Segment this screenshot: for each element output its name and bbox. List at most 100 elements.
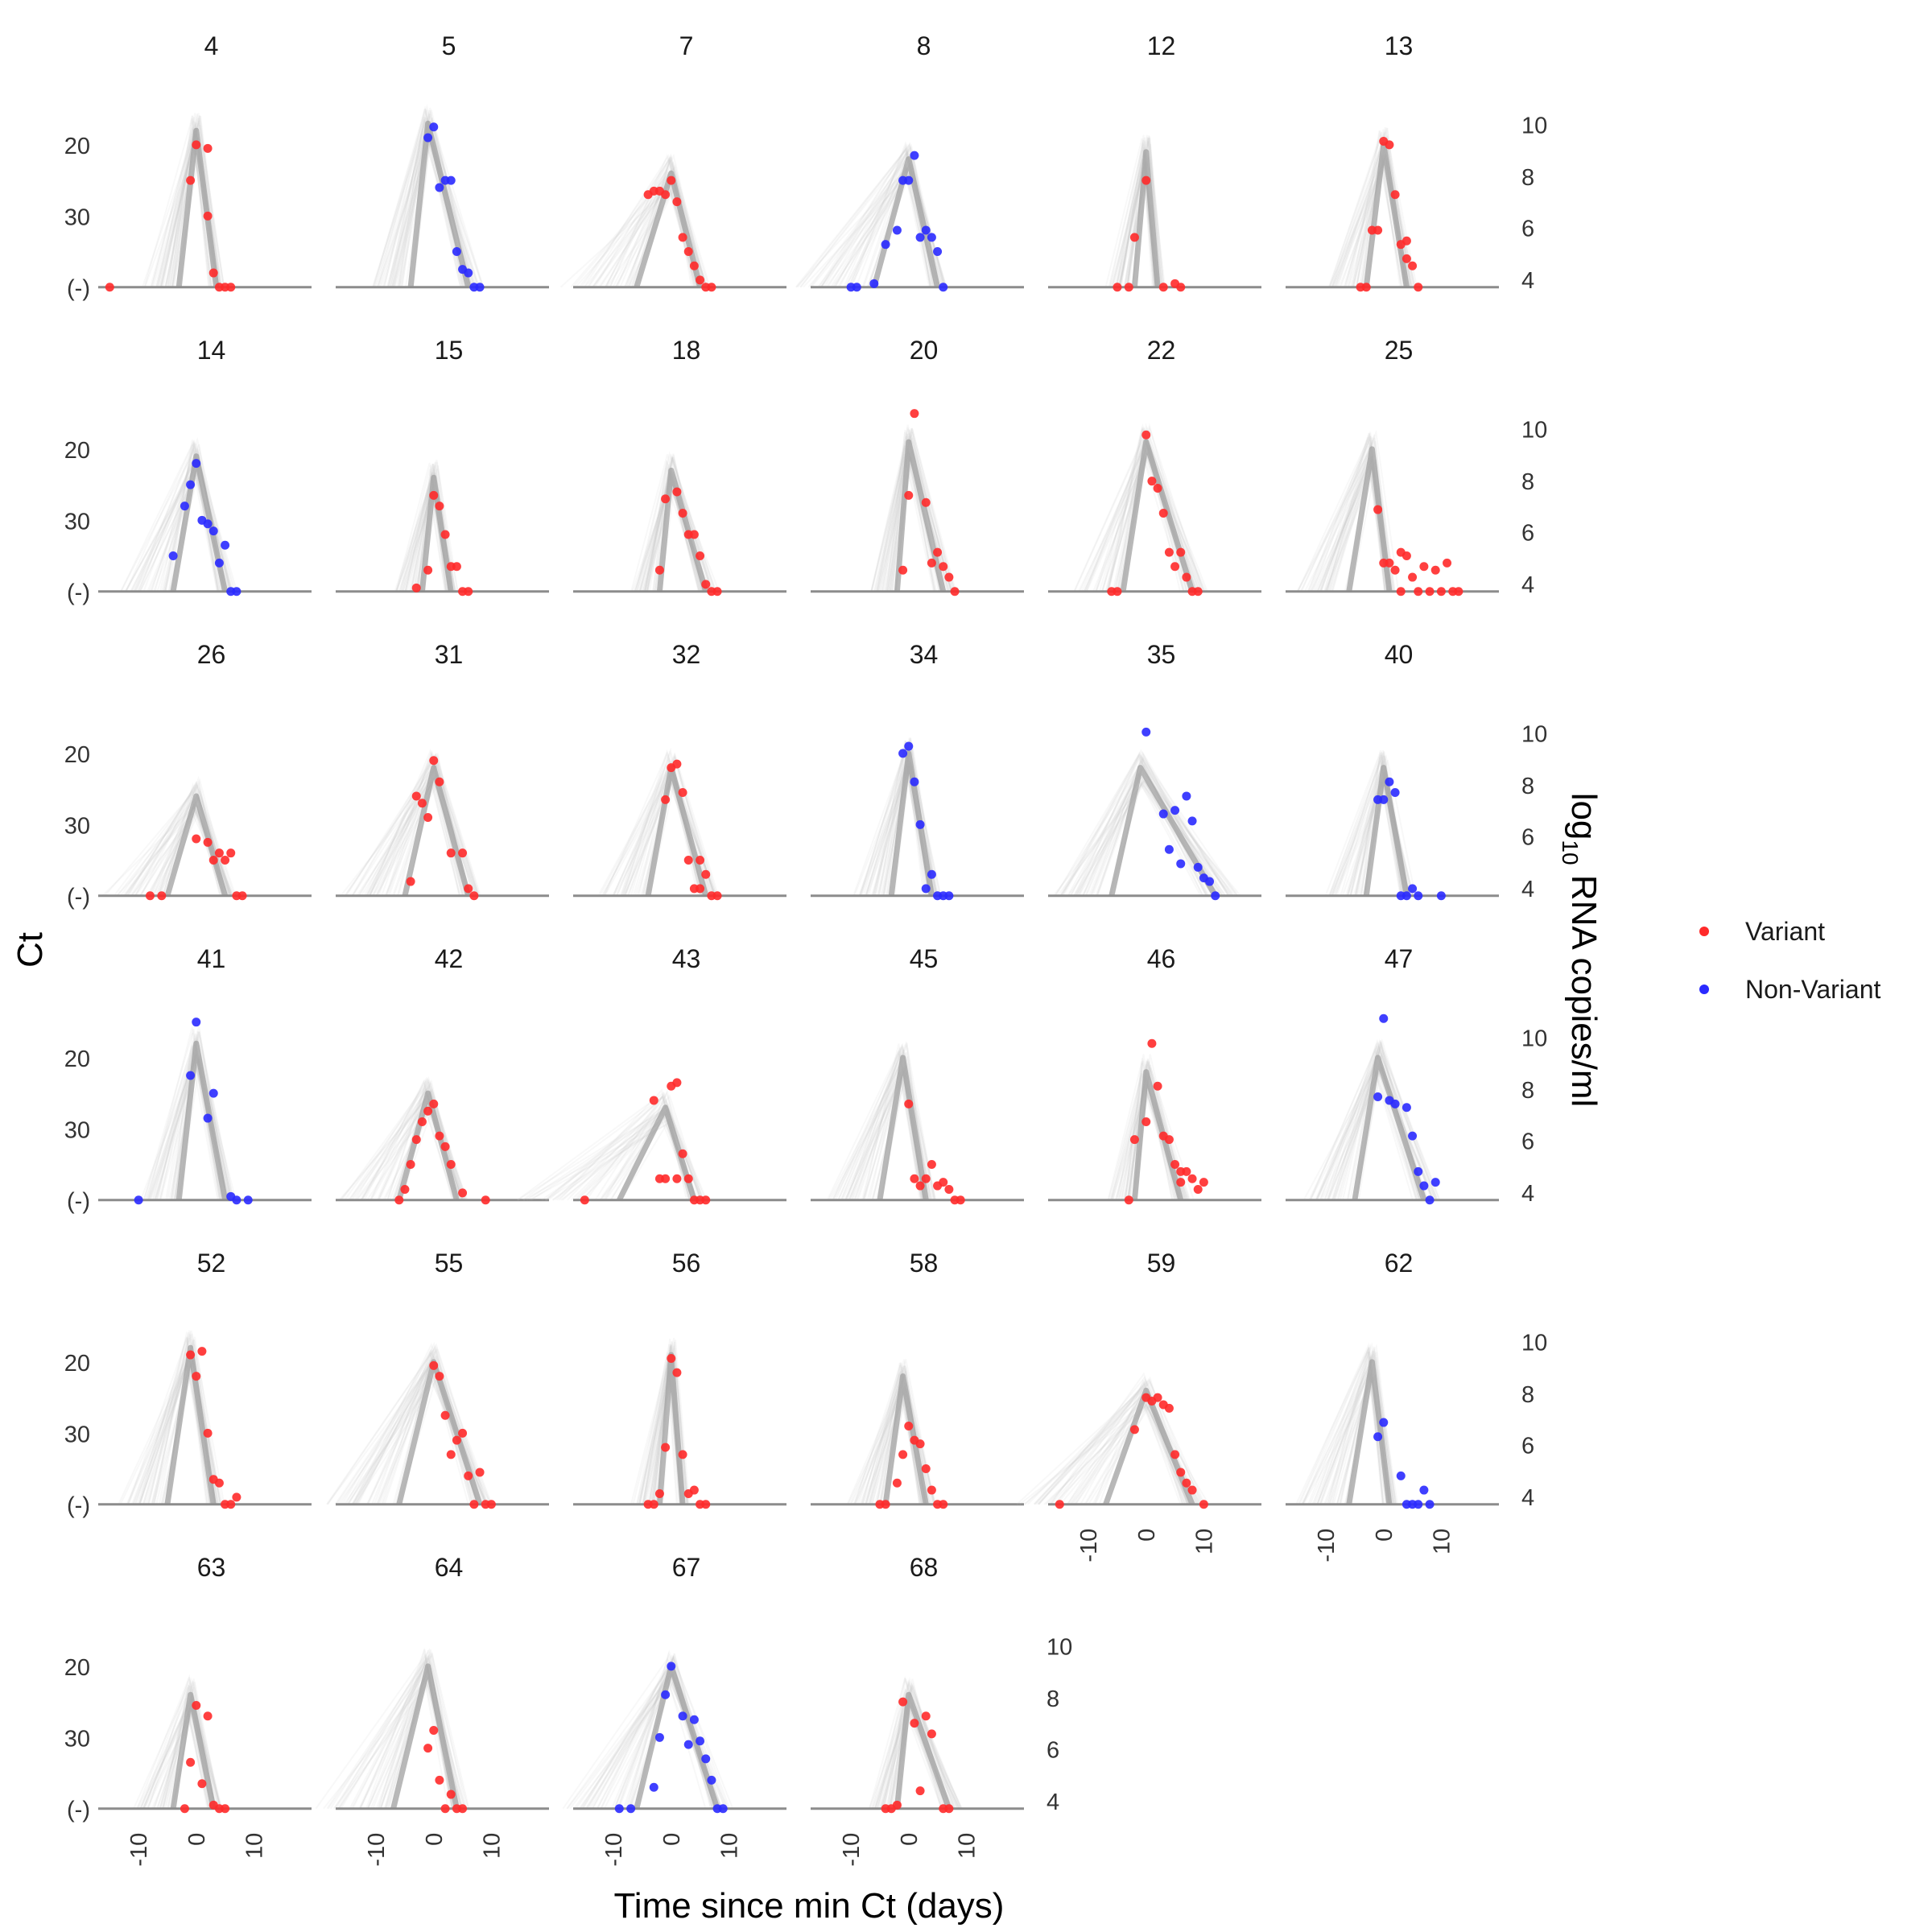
fit-sample-line bbox=[1108, 1069, 1176, 1200]
data-point bbox=[429, 122, 439, 132]
fit-median-line bbox=[894, 439, 947, 592]
fit-sample-line bbox=[583, 154, 693, 288]
data-point bbox=[1199, 1178, 1208, 1187]
fit-sample-line bbox=[578, 160, 708, 288]
data-point bbox=[701, 580, 711, 589]
fit-median-line bbox=[1103, 1387, 1195, 1506]
fit-sample-line bbox=[1117, 134, 1165, 287]
fit-sample-line bbox=[616, 752, 715, 897]
fit-sample-line bbox=[1106, 428, 1187, 592]
data-point bbox=[226, 283, 236, 292]
data-point bbox=[933, 547, 943, 557]
y-tick-label-left: 30 bbox=[64, 1117, 90, 1143]
fit-sample-line bbox=[367, 1660, 462, 1810]
data-point bbox=[915, 1181, 925, 1191]
data-point bbox=[1193, 1184, 1203, 1194]
panel-22: 22 bbox=[1048, 336, 1261, 597]
panel-32: 32 bbox=[573, 640, 786, 901]
data-point bbox=[464, 587, 473, 597]
panel-title: 45 bbox=[910, 944, 939, 973]
data-point bbox=[718, 1804, 728, 1814]
panel-62: 62 10 8 6 4 -10 0 10 bbox=[1286, 1249, 1547, 1563]
panel-title: 52 bbox=[197, 1249, 226, 1278]
data-point bbox=[927, 1729, 936, 1739]
data-point bbox=[1193, 587, 1203, 597]
fit-sample-line bbox=[361, 1077, 462, 1201]
fit-sample-line bbox=[1124, 1054, 1174, 1200]
x-tick-label: 0 bbox=[422, 1833, 448, 1846]
fit-sample-line bbox=[599, 1101, 702, 1201]
fit-sample-line bbox=[1073, 753, 1230, 897]
data-point bbox=[464, 1471, 473, 1480]
fit-median-line bbox=[175, 127, 220, 288]
y-tick-label-right: 6 bbox=[1521, 520, 1534, 546]
fit-sample-line bbox=[1313, 1347, 1384, 1505]
x-tick-label: -10 bbox=[364, 1833, 390, 1867]
data-point bbox=[950, 587, 960, 597]
data-point bbox=[1147, 477, 1157, 486]
fit-sample-line bbox=[1328, 1356, 1384, 1505]
data-point bbox=[1205, 877, 1215, 886]
data-point bbox=[927, 1485, 936, 1495]
data-point bbox=[1379, 795, 1389, 804]
data-point bbox=[423, 1106, 433, 1116]
legend-label: Non-Variant bbox=[1745, 975, 1880, 1004]
fit-sample-line bbox=[1110, 1069, 1178, 1200]
fit-sample-line bbox=[837, 1040, 930, 1201]
x-tick-label: -10 bbox=[601, 1833, 627, 1867]
fit-sample-line bbox=[139, 794, 230, 897]
fit-sample-line bbox=[1034, 1383, 1205, 1505]
fit-sample-line bbox=[1295, 1346, 1385, 1505]
data-point bbox=[203, 519, 213, 529]
data-point bbox=[1129, 233, 1139, 242]
data-point bbox=[411, 791, 421, 801]
y-tick-label-left: 20 bbox=[64, 438, 90, 464]
data-point bbox=[1408, 1131, 1418, 1141]
data-point bbox=[1425, 587, 1435, 597]
panel-title: 18 bbox=[672, 336, 701, 365]
data-point bbox=[452, 1435, 461, 1445]
panel-63: 63 20 30 (-) -10 0 10 bbox=[64, 1553, 312, 1867]
data-point bbox=[458, 848, 468, 858]
fit-sample-line bbox=[848, 1054, 923, 1201]
panel-title: 55 bbox=[435, 1249, 464, 1278]
data-point bbox=[232, 587, 242, 597]
y-tick-label-left: (-) bbox=[67, 580, 90, 606]
data-point bbox=[614, 1804, 624, 1814]
fit-sample-line bbox=[139, 1333, 221, 1505]
data-point bbox=[192, 459, 201, 469]
panel-20: 20 bbox=[811, 336, 1024, 597]
fit-sample-line bbox=[869, 1675, 944, 1810]
data-point bbox=[203, 1428, 213, 1438]
fit-sample-line bbox=[877, 1682, 953, 1810]
fit-sample-line bbox=[145, 1044, 221, 1201]
fit-sample-line bbox=[152, 1031, 229, 1201]
data-point bbox=[1408, 884, 1418, 894]
fit-samples bbox=[1302, 1038, 1441, 1201]
data-point bbox=[1147, 1038, 1157, 1048]
data-point bbox=[921, 225, 931, 235]
legend-swatch bbox=[1699, 985, 1709, 994]
fit-median-line bbox=[1120, 439, 1195, 592]
fit-sample-line bbox=[1080, 1390, 1190, 1505]
fit-median-line bbox=[877, 1055, 929, 1201]
x-tick-label: -10 bbox=[1076, 1529, 1102, 1563]
data-point bbox=[683, 1740, 693, 1749]
data-point bbox=[475, 283, 485, 292]
data-point bbox=[237, 891, 247, 901]
data-point bbox=[1055, 1500, 1064, 1509]
data-point bbox=[915, 1786, 925, 1796]
fit-sample-line bbox=[381, 1348, 492, 1505]
data-point bbox=[1402, 1103, 1411, 1113]
fit-sample-line bbox=[881, 1676, 957, 1810]
fit-sample-line bbox=[373, 782, 466, 897]
fit-sample-line bbox=[601, 758, 718, 897]
fit-sample-line bbox=[1350, 759, 1417, 897]
data-point bbox=[1164, 1403, 1174, 1413]
y-tick-label-left: (-) bbox=[67, 885, 90, 910]
data-point bbox=[1390, 1099, 1400, 1108]
fit-sample-line bbox=[1331, 127, 1412, 288]
panel-46: 46 bbox=[1048, 944, 1261, 1205]
x-tick-label: 0 bbox=[1134, 1529, 1160, 1542]
